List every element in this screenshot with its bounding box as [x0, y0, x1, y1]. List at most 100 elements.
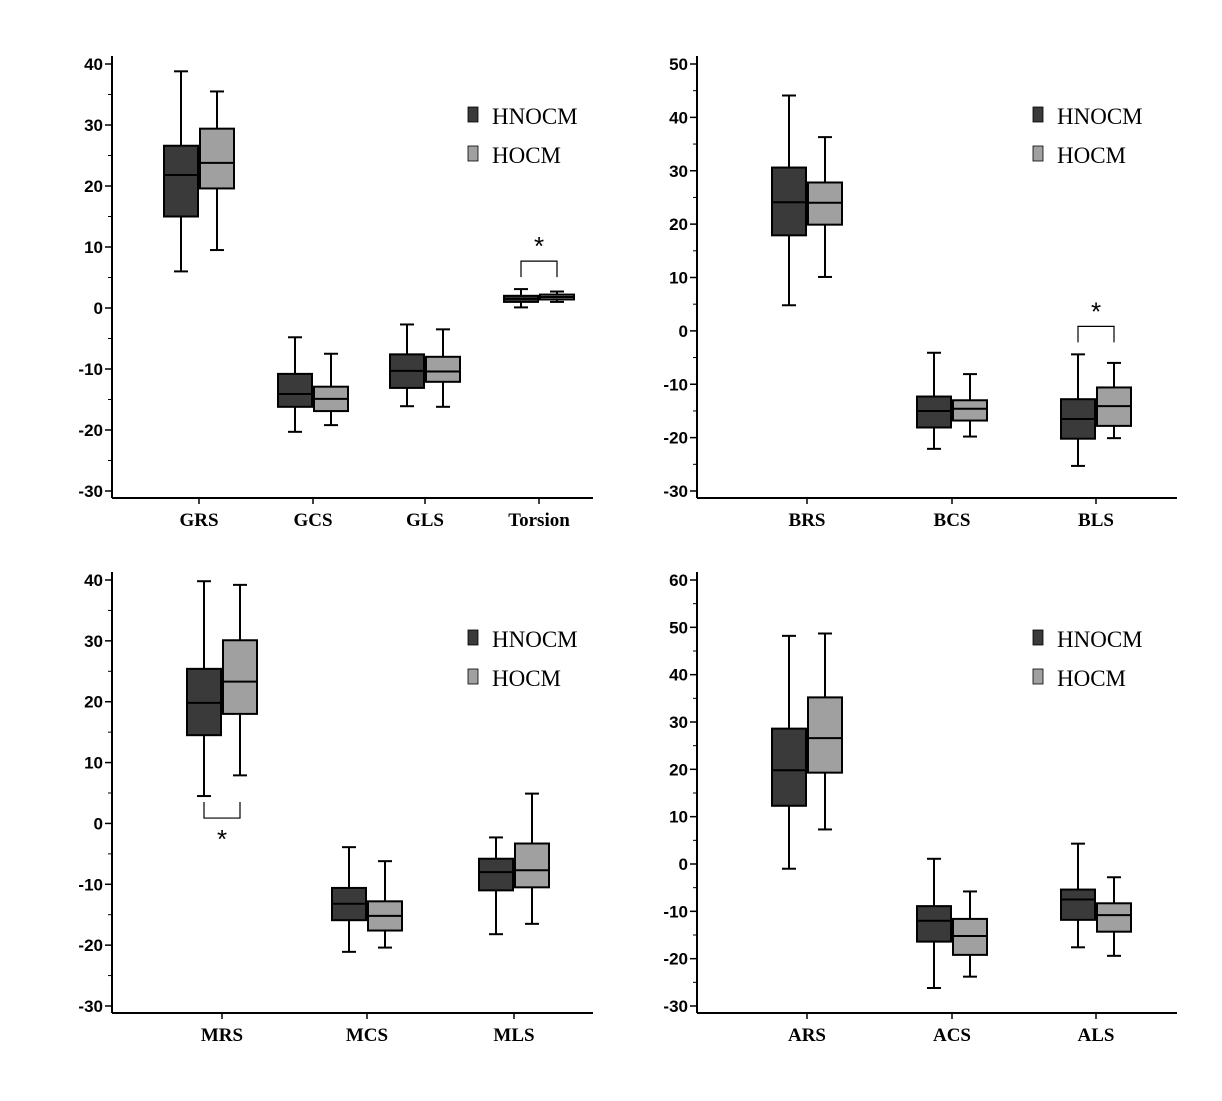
box-iqr: [1096, 902, 1132, 933]
legend-label-hocm: HOCM: [1057, 666, 1126, 691]
box-hnocm-brs: [771, 94, 807, 307]
y-tick-label: 20: [669, 215, 688, 234]
box-hocm-torsion: [539, 290, 575, 303]
bracket-line: [1077, 325, 1115, 343]
legend-swatch-hnocm: [467, 106, 479, 123]
y-tick-label: -10: [78, 360, 103, 379]
y-tick-label: 20: [84, 177, 103, 196]
legend-swatch-hocm: [1032, 145, 1044, 162]
legend-swatch-hnocm: [467, 629, 479, 646]
legend: HNOCM HOCM: [467, 104, 578, 168]
legend-label-hnocm: HNOCM: [1057, 104, 1143, 129]
box-iqr: [222, 639, 258, 715]
box-iqr: [916, 905, 952, 943]
significance-bracket: *: [1077, 296, 1115, 343]
box-iqr: [425, 355, 461, 383]
box-hnocm-bls: [1060, 353, 1096, 467]
x-tick-label: MCS: [346, 1025, 388, 1046]
y-tick-label: 30: [669, 162, 688, 181]
y-tick-label: 50: [669, 618, 688, 637]
box-iqr: [277, 372, 313, 408]
y-tick-label: 30: [669, 713, 688, 732]
legend: HNOCM HOCM: [1032, 627, 1143, 691]
box-hocm-acs: [952, 890, 988, 978]
box-hocm-bls: [1096, 361, 1132, 440]
y-tick-label: -20: [78, 421, 103, 440]
box-hnocm-mls: [478, 836, 514, 936]
legend-swatch-hocm: [467, 145, 479, 162]
box-iqr: [199, 127, 235, 190]
legend-label-hocm: HOCM: [1057, 143, 1126, 168]
box-hocm-mcs: [367, 860, 403, 949]
x-tick-label: BRS: [789, 510, 826, 531]
chart-mid-strain: -30 -20 -10 0 10 20 30 40 MRS MCS MLS * HNOCM HOCM: [78, 571, 593, 1046]
bracket-line: [520, 260, 558, 278]
chart-apical-strain: -30 -20 -10 0 10 20 30 40 50 60 ARS ACS ALS HNOCM HOCM: [663, 571, 1177, 1046]
box-hnocm-acs: [916, 857, 952, 990]
box-iqr: [916, 395, 952, 429]
box-hocm-gcs: [313, 352, 349, 427]
box-hocm-mls: [514, 792, 550, 925]
y-tick-label: 0: [679, 855, 688, 874]
legend-label-hnocm: HNOCM: [492, 627, 578, 652]
significance-star: *: [534, 231, 544, 261]
y-tick-label: 0: [679, 322, 688, 341]
y-tick-label: 40: [84, 571, 103, 590]
box-hocm-mrs: [222, 583, 258, 777]
box-hocm-bcs: [952, 373, 988, 438]
x-tick-label: GRS: [179, 510, 218, 531]
legend-swatch-hocm: [467, 668, 479, 685]
y-tick-label: 10: [669, 269, 688, 288]
legend-label-hnocm: HNOCM: [492, 104, 578, 129]
box-hnocm-gls: [389, 323, 425, 408]
x-tick-label: ALS: [1078, 1025, 1115, 1046]
y-tick-label: -20: [78, 936, 103, 955]
y-tick-label: 0: [94, 299, 103, 318]
y-tick-label: -20: [663, 950, 688, 969]
y-tick-label: -10: [663, 375, 688, 394]
y-tick-label: -20: [663, 429, 688, 448]
box-hocm-brs: [807, 136, 843, 278]
y-tick-label: 10: [669, 808, 688, 827]
y-tick-label: -30: [78, 997, 103, 1016]
box-iqr: [163, 144, 199, 218]
box-hnocm-bcs: [916, 351, 952, 450]
box-hnocm-ars: [771, 634, 807, 870]
box-iqr: [807, 696, 843, 774]
y-tick-label: 40: [669, 108, 688, 127]
y-tick-label: 20: [84, 693, 103, 712]
y-tick-label: 60: [669, 571, 688, 590]
chart-basal-strain: -30 -20 -10 0 10 20 30 40 50 BRS BCS BLS * HNOCM HOCM: [663, 55, 1177, 531]
legend-label-hocm: HOCM: [492, 143, 561, 168]
y-tick-label: -30: [663, 482, 688, 501]
box-hnocm-torsion: [503, 288, 539, 309]
bracket-line: [203, 802, 241, 819]
significance-bracket: *: [520, 231, 558, 278]
legend-swatch-hocm: [1032, 668, 1044, 685]
x-tick-label: BLS: [1078, 510, 1114, 531]
y-tick-label: 30: [84, 632, 103, 651]
box-iqr: [478, 857, 514, 892]
y-tick-label: 0: [94, 814, 103, 833]
y-tick-label: 10: [84, 754, 103, 773]
box-hnocm-mrs: [186, 580, 222, 798]
box-hnocm-mcs: [331, 846, 367, 953]
box-iqr: [1060, 888, 1096, 921]
box-hocm-ars: [807, 632, 843, 831]
significance-star: *: [1091, 296, 1101, 326]
x-tick-label: MLS: [493, 1025, 534, 1046]
chart-global-strain: -30 -20 -10 0 10 20 30 40 GRS GCS GLS Torsion * HNOCM…: [78, 55, 593, 531]
box-hocm-als: [1096, 876, 1132, 957]
legend-swatch-hnocm: [1032, 106, 1044, 123]
legend: HNOCM HOCM: [1032, 104, 1143, 168]
significance-star: *: [217, 824, 227, 854]
x-tick-label: Torsion: [508, 510, 570, 531]
x-tick-label: BCS: [934, 510, 971, 531]
box-iqr: [514, 842, 550, 889]
y-tick-label: 50: [669, 55, 688, 74]
legend: HNOCM HOCM: [467, 627, 578, 691]
y-tick-label: 20: [669, 760, 688, 779]
box-hnocm-grs: [163, 70, 199, 273]
x-tick-label: GCS: [293, 510, 332, 531]
